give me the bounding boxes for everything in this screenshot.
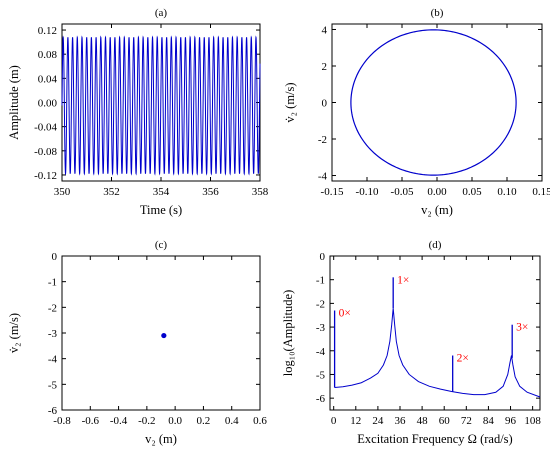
x-tick-label: 24: [372, 415, 384, 427]
x-axis-label: v₂ (m): [421, 203, 453, 217]
panel-2: (c) -0.8 -0.6 -0.4 -0.2 0.0 0.2 0.4 0.6 -6 -5 -4 -3 -…: [7, 239, 267, 446]
x-axis-label: Time (s): [140, 203, 182, 217]
y-tick-label: -2: [318, 134, 327, 146]
y-tick-label: -0.12: [34, 170, 57, 182]
plot-frame: [329, 255, 541, 411]
y-tick-label: -5: [316, 369, 326, 381]
y-axis-label: v̇₂ (m/s): [283, 82, 297, 122]
y-tick-label: -0.04: [34, 122, 57, 134]
x-tick-label: -0.4: [110, 415, 128, 427]
peak-label: 0×: [339, 307, 351, 319]
y-tick-label: -4: [316, 346, 326, 358]
x-tick-label: 36: [395, 415, 407, 427]
x-tick-label: 0.4: [225, 415, 239, 427]
x-tick-label: 108: [524, 415, 541, 427]
y-tick-label: -2: [48, 302, 57, 314]
y-tick-label: 0: [322, 98, 328, 110]
x-tick-label: 0.6: [253, 415, 267, 427]
panel-title: (b): [431, 7, 444, 19]
x-tick-label: -0.6: [82, 415, 100, 427]
scatter-point: [161, 332, 167, 339]
panel-3: (d) 0 12 24 36 48 60 72 84 96 108 -6 -5 -4 -3 -2 -1 0 Exci…: [281, 239, 541, 446]
panel-title: (c): [155, 239, 168, 251]
x-tick-label: -0.15: [321, 186, 344, 198]
y-axis-label: Amplitude (m): [7, 65, 21, 140]
y-tick-label: -2: [316, 298, 325, 310]
y-axis-label: v̇₂ (m/s): [7, 313, 21, 353]
spectrum-line: [334, 308, 541, 398]
y-tick-label: -3: [316, 322, 326, 334]
x-tick-label: 12: [350, 415, 361, 427]
y-tick-label: 0.08: [38, 49, 58, 61]
peak-label: 2×: [457, 353, 469, 365]
peak-label: 1×: [397, 274, 409, 286]
y-tick-label: -0.08: [34, 146, 57, 158]
panel-0: (a) 350 352 354 356 358 -0.12 -0.08 -0.04 0.00 0.0…: [7, 7, 269, 217]
x-tick-label: 60: [439, 415, 451, 427]
peak-label: 3×: [516, 322, 528, 334]
y-tick-label: 0.00: [38, 98, 58, 110]
y-tick-label: -5: [48, 379, 58, 391]
x-tick-label: 0.0: [168, 415, 182, 427]
x-axis-label: Excitation Frequency Ω (rad/s): [357, 432, 512, 446]
x-tick-label: 0: [331, 415, 337, 427]
y-tick-label: 2: [322, 61, 328, 73]
x-tick-label: 352: [103, 186, 120, 198]
y-tick-label: -1: [316, 275, 325, 287]
x-tick-label: 0.15: [532, 186, 550, 198]
y-tick-label: -4: [318, 171, 328, 183]
y-tick-label: 0: [320, 251, 326, 263]
x-tick-label: -0.05: [391, 186, 414, 198]
x-tick-label: 358: [252, 186, 269, 198]
x-tick-label: 0.2: [197, 415, 211, 427]
y-tick-label: 4: [322, 24, 328, 36]
series-line: [61, 35, 261, 176]
x-tick-label: 48: [417, 415, 429, 427]
panel-1: (b) -0.15 -0.10 -0.05 0.00 0.05 0.10 0.15 -4 -2 0 2…: [283, 7, 550, 217]
plot-frame: [331, 23, 543, 182]
x-tick-label: 356: [202, 186, 219, 198]
x-tick-label: 84: [483, 415, 495, 427]
x-tick-label: 0.05: [462, 186, 482, 198]
y-tick-label: 0.04: [38, 73, 58, 85]
x-axis-label: v₂ (m): [145, 432, 177, 446]
y-tick-label: -3: [48, 328, 58, 340]
x-tick-label: 72: [461, 415, 472, 427]
x-tick-label: -0.2: [138, 415, 155, 427]
panel-title: (d): [429, 239, 442, 251]
plot-frame: [61, 255, 261, 411]
y-tick-label: -1: [48, 277, 57, 289]
orbit-line: [350, 29, 517, 176]
y-tick-label: -6: [48, 405, 58, 417]
x-tick-label: 354: [153, 186, 170, 198]
panel-title: (a): [155, 7, 168, 19]
y-tick-label: -6: [316, 393, 326, 405]
x-tick-label: 96: [505, 415, 517, 427]
x-tick-label: 0.00: [427, 186, 447, 198]
x-tick-label: 0.10: [497, 186, 517, 198]
y-tick-label: 0.12: [38, 25, 57, 37]
y-axis-label: log₁₀(Amplitude): [281, 290, 295, 376]
y-tick-label: -4: [48, 354, 58, 366]
x-tick-label: -0.10: [356, 186, 379, 198]
x-tick-label: 350: [54, 186, 71, 198]
y-tick-label: 0: [52, 251, 58, 263]
x-tick-label: -0.8: [53, 415, 71, 427]
